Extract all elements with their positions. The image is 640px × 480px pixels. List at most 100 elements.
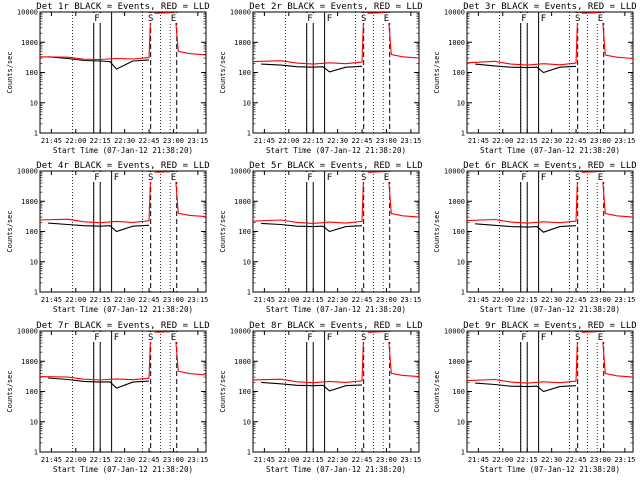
x-tick-label: 22:30 bbox=[327, 456, 348, 464]
x-tick-label: 22:00 bbox=[65, 456, 86, 464]
flag-marker-box bbox=[539, 332, 548, 342]
y-tick-label: 10 bbox=[457, 99, 465, 107]
x-tick-label: 22:15 bbox=[517, 456, 538, 464]
y-tick-label: 1 bbox=[34, 130, 38, 138]
x-tick-label: 22:30 bbox=[114, 137, 135, 145]
y-tick-label: 1 bbox=[247, 130, 251, 138]
x-tick-label: 22:45 bbox=[566, 456, 587, 464]
y-tick-label: 10000 bbox=[230, 328, 251, 336]
y-tick-label: 1000 bbox=[234, 198, 251, 206]
y-tick-label: 100 bbox=[238, 69, 251, 77]
flag-marker-label: S bbox=[361, 333, 366, 343]
x-tick-label: 21:45 bbox=[468, 137, 489, 145]
x-tick-label: 22:45 bbox=[566, 296, 587, 304]
x-tick-label: 23:15 bbox=[400, 296, 421, 304]
flag-marker-label: F bbox=[307, 173, 312, 183]
y-axis-label: Counts/sec bbox=[219, 51, 227, 93]
x-tick-label: 23:15 bbox=[400, 456, 421, 464]
x-tick-label: 22:00 bbox=[278, 137, 299, 145]
series-lld-line bbox=[39, 171, 207, 224]
x-tick-label: 22:15 bbox=[517, 296, 538, 304]
x-tick-label: 22:15 bbox=[303, 456, 324, 464]
flag-marker-box bbox=[146, 172, 155, 182]
plot-frame bbox=[466, 11, 634, 134]
x-tick-label: 23:00 bbox=[376, 296, 397, 304]
x-tick-label: 21:45 bbox=[41, 456, 62, 464]
y-tick-label: 10000 bbox=[230, 168, 251, 176]
x-tick-label: 22:45 bbox=[139, 456, 160, 464]
x-axis-label: Start Time (07-Jan-12 21:38:20) bbox=[266, 305, 406, 314]
y-tick-label: 10000 bbox=[444, 168, 465, 176]
flag-marker-label: E bbox=[598, 333, 603, 343]
flag-marker-label: F bbox=[541, 14, 546, 24]
y-tick-label: 1000 bbox=[448, 39, 465, 47]
plot-frame bbox=[39, 330, 207, 453]
flag-marker-box bbox=[169, 172, 178, 182]
y-tick-label: 1 bbox=[247, 449, 251, 457]
x-tick-label: 23:00 bbox=[376, 456, 397, 464]
y-tick-label: 1000 bbox=[448, 358, 465, 366]
panel-title: Det 9r BLACK = Events, RED = LLD bbox=[463, 321, 636, 331]
x-tick-label: 21:45 bbox=[254, 456, 275, 464]
x-tick-label: 23:00 bbox=[590, 296, 611, 304]
flag-marker-label: S bbox=[575, 333, 580, 343]
x-tick-label: 22:00 bbox=[492, 137, 513, 145]
x-tick-label: 21:45 bbox=[468, 296, 489, 304]
flag-marker-label: F bbox=[327, 14, 332, 24]
y-axis-label: Counts/sec bbox=[6, 370, 14, 412]
flag-marker-label: S bbox=[361, 173, 366, 183]
y-tick-label: 1000 bbox=[21, 358, 38, 366]
y-tick-label: 1 bbox=[247, 289, 251, 297]
x-tick-label: 23:15 bbox=[614, 137, 635, 145]
flag-marker-box bbox=[382, 172, 391, 182]
x-axis-label: Start Time (07-Jan-12 21:38:20) bbox=[266, 465, 406, 474]
series-events-line bbox=[48, 222, 150, 233]
flag-marker-label: F bbox=[94, 173, 99, 183]
panel-title: Det 3r BLACK = Events, RED = LLD bbox=[463, 2, 636, 12]
y-tick-label: 1 bbox=[34, 289, 38, 297]
x-tick-label: 22:30 bbox=[114, 456, 135, 464]
flag-marker-box bbox=[146, 332, 155, 342]
x-tick-label: 22:45 bbox=[139, 137, 160, 145]
panel-title: Det 6r BLACK = Events, RED = LLD bbox=[463, 161, 636, 171]
x-axis-label: Start Time (07-Jan-12 21:38:20) bbox=[480, 465, 620, 474]
x-tick-label: 22:30 bbox=[327, 296, 348, 304]
flag-marker-label: F bbox=[521, 333, 526, 343]
series-lld-line bbox=[252, 331, 420, 384]
flag-marker-label: S bbox=[148, 14, 153, 24]
x-tick-label: 23:15 bbox=[187, 137, 208, 145]
flag-marker-box bbox=[359, 332, 368, 342]
flag-marker-box bbox=[573, 172, 582, 182]
x-tick-label: 22:15 bbox=[90, 137, 111, 145]
y-tick-label: 100 bbox=[25, 388, 38, 396]
flag-marker-box bbox=[573, 13, 582, 23]
panel-title: Det 4r BLACK = Events, RED = LLD bbox=[36, 161, 209, 171]
y-tick-label: 1 bbox=[34, 449, 38, 457]
x-tick-label: 23:15 bbox=[400, 137, 421, 145]
flag-marker-label: E bbox=[171, 14, 176, 24]
series-events-line bbox=[475, 63, 577, 74]
x-tick-label: 23:00 bbox=[163, 296, 184, 304]
y-tick-label: 10000 bbox=[17, 168, 38, 176]
panel-3: Det 3r BLACK = Events, RED = LLD Counts/s… bbox=[433, 2, 637, 155]
panel-title: Det 5r BLACK = Events, RED = LLD bbox=[249, 161, 422, 171]
x-tick-label: 22:00 bbox=[278, 296, 299, 304]
flag-marker-box bbox=[519, 332, 528, 342]
y-tick-label: 10 bbox=[30, 258, 38, 266]
x-tick-label: 22:15 bbox=[90, 296, 111, 304]
series-lld-line bbox=[39, 12, 207, 61]
x-tick-label: 22:00 bbox=[492, 456, 513, 464]
flag-marker-label: F bbox=[327, 333, 332, 343]
flag-marker-label: F bbox=[521, 173, 526, 183]
flag-marker-label: F bbox=[521, 14, 526, 24]
flag-marker-label: E bbox=[171, 333, 176, 343]
y-tick-label: 1 bbox=[461, 130, 465, 138]
x-tick-label: 22:15 bbox=[303, 296, 324, 304]
y-tick-label: 10000 bbox=[17, 9, 38, 17]
flag-marker-box bbox=[596, 172, 605, 182]
flag-marker-box bbox=[325, 13, 334, 23]
series-events-line bbox=[261, 222, 363, 233]
y-tick-label: 10000 bbox=[230, 9, 251, 17]
plot-frame bbox=[252, 170, 420, 293]
